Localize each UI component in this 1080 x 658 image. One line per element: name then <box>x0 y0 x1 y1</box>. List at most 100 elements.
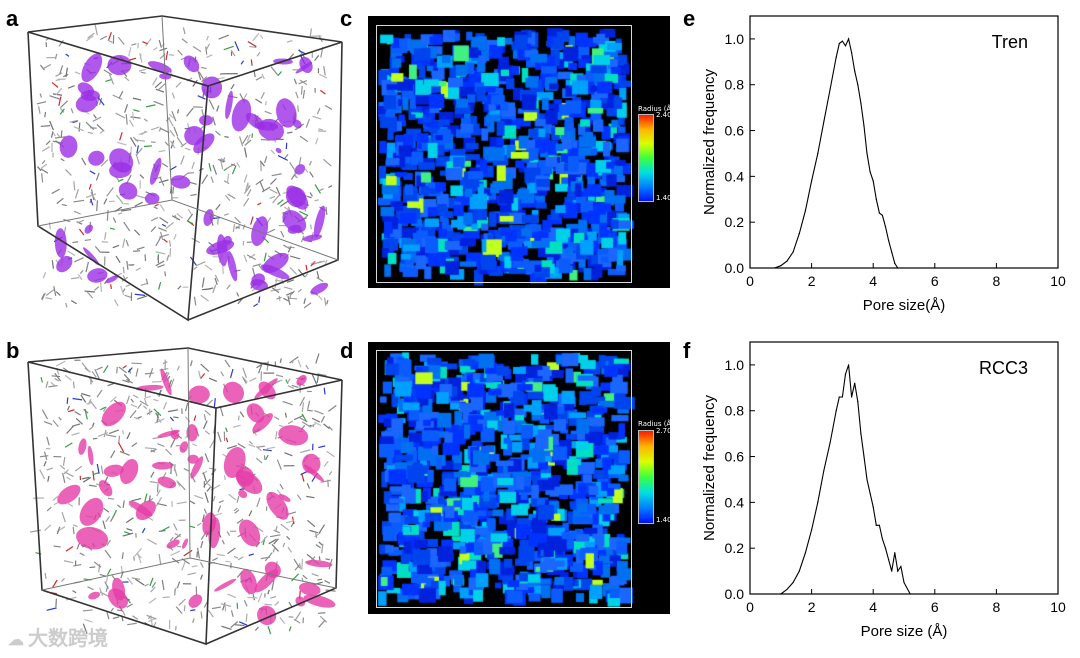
y-tick-label: 0.6 <box>725 449 745 465</box>
x-tick-label: 4 <box>869 273 877 289</box>
data-point <box>841 396 843 398</box>
x-tick-label: 8 <box>993 599 1001 615</box>
data-point <box>792 251 794 253</box>
data-point <box>838 396 840 398</box>
data-point <box>857 84 859 86</box>
data-point <box>878 212 880 214</box>
x-axis-label: Pore size(Å) <box>863 297 946 314</box>
data-point <box>838 42 840 45</box>
colorbar-max-label: 2.40 <box>656 111 670 119</box>
data-point <box>851 396 853 398</box>
x-tick-label: 6 <box>931 273 939 289</box>
colorbar-min-label: 1.40 <box>656 194 670 202</box>
panel-label-f: f <box>683 338 691 363</box>
pore-size-distribution-tren: 0 2 4 6 8 10 0.0 0.2 0.4 0.6 0.8 1.0 Pore size(Å) Nor… <box>701 15 1066 314</box>
data-point <box>891 251 893 253</box>
data-point <box>903 581 905 584</box>
x-tick-label: 10 <box>1050 599 1066 615</box>
colorbar-title: Radius (Å) <box>638 105 670 113</box>
data-point <box>804 552 807 554</box>
data-point <box>881 538 884 540</box>
y-tick-label: 1.0 <box>725 31 745 47</box>
data-point <box>835 410 837 412</box>
data-point <box>875 198 877 200</box>
data-point <box>786 588 788 591</box>
x-tick-label: 2 <box>808 273 816 289</box>
data-point <box>900 565 902 568</box>
data-point <box>851 52 853 54</box>
data-point <box>823 120 825 122</box>
data-point <box>888 239 890 242</box>
y-tick-label: 0.8 <box>725 403 745 419</box>
pore-map-frame <box>376 350 632 608</box>
y-axis-label: Normalized frequency <box>701 69 718 215</box>
cloud-icon: ☁ <box>8 632 24 649</box>
data-point <box>860 102 862 104</box>
data-point <box>835 56 837 58</box>
data-point <box>780 593 782 595</box>
data-point <box>894 262 896 265</box>
x-tick-label: 0 <box>746 599 754 615</box>
data-point <box>863 125 865 127</box>
y-tick-label: 0.0 <box>725 586 745 602</box>
panel-label-e: e <box>683 6 696 31</box>
pore-map-tren: Radius (Å) 2.40 1.40 <box>368 16 670 288</box>
data-point <box>792 581 794 584</box>
colorbar-max-label: 2.70 <box>656 427 670 435</box>
chart-title: Tren <box>992 32 1028 52</box>
colorbar <box>638 430 654 524</box>
data-point <box>866 478 868 481</box>
data-point <box>878 524 880 526</box>
data-point <box>866 152 868 155</box>
data-point <box>872 180 874 182</box>
data-point <box>909 593 911 595</box>
colorbar <box>638 114 654 202</box>
panel-label-d: d <box>340 338 354 363</box>
y-tick-label: 0.6 <box>725 123 745 139</box>
y-tick-label: 0.4 <box>725 494 745 510</box>
data-point <box>780 265 782 267</box>
data-point <box>829 88 831 90</box>
data-point <box>786 260 788 262</box>
pore-size-distribution-rcc3: 0 2 4 6 8 10 0.0 0.2 0.4 0.6 0.8 1.0 Pore size (Å) No… <box>701 341 1066 640</box>
data-point <box>774 267 776 269</box>
data-point <box>875 524 877 526</box>
data-point <box>844 373 847 375</box>
data-point <box>798 233 800 235</box>
y-axis-label: Normalized frequency <box>701 395 718 541</box>
x-tick-label: 6 <box>931 599 939 615</box>
y-tick-label: 0.0 <box>725 260 745 276</box>
data-point <box>888 559 890 561</box>
y-tick-label: 1.0 <box>725 357 745 373</box>
data-point <box>872 506 874 508</box>
data-point <box>798 570 800 572</box>
data-point <box>860 433 862 435</box>
panel-label-a: a <box>6 6 19 31</box>
colorbar-min-label: 1.40 <box>656 516 670 524</box>
series-line <box>780 364 911 595</box>
y-tick-label: 0.4 <box>725 168 745 184</box>
x-axis-label: Pore size (Å) <box>861 623 948 640</box>
pore-map-frame <box>376 25 632 283</box>
panel-label-c: c <box>340 6 353 31</box>
y-tick-label: 0.2 <box>725 214 745 230</box>
data-point <box>804 210 807 212</box>
data-point <box>869 492 871 494</box>
x-tick-label: 0 <box>746 273 754 289</box>
molecular-cube-tren <box>27 15 343 322</box>
data-point <box>817 501 819 503</box>
data-point <box>884 547 887 549</box>
molecular-cube-rcc3 <box>27 347 343 646</box>
colorbar-title: Radius (Å) <box>638 420 670 428</box>
data-point <box>869 171 871 173</box>
data-point <box>847 38 850 40</box>
data-point <box>854 70 856 72</box>
x-tick-label: 10 <box>1050 273 1066 289</box>
y-tick-label: 0.2 <box>725 540 745 556</box>
data-point <box>811 180 813 182</box>
data-point <box>847 364 850 366</box>
data-point <box>857 400 859 403</box>
data-point <box>884 226 887 228</box>
plot-frame <box>749 15 1059 269</box>
data-point <box>897 267 899 269</box>
